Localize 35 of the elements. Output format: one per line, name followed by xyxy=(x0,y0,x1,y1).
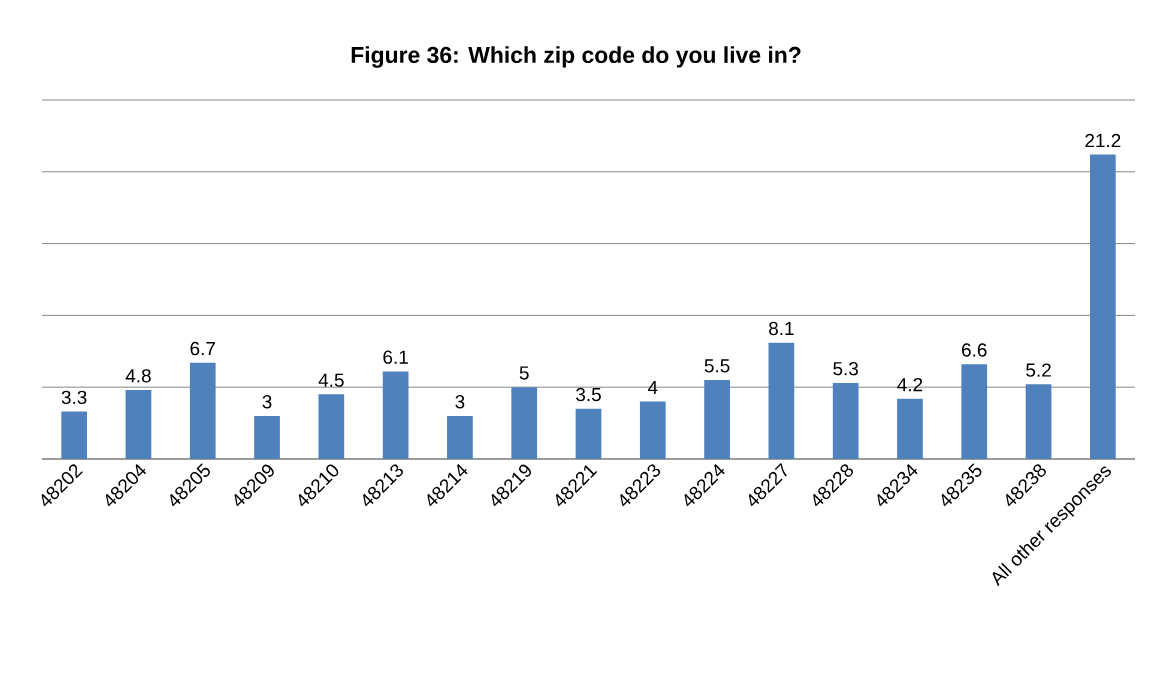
data-label: 5 xyxy=(519,366,529,380)
chart-title: Figure 36: Which zip code do you live in? xyxy=(351,46,801,68)
data-label: 3.3 xyxy=(61,390,87,405)
bar xyxy=(961,364,988,459)
data-label: 3 xyxy=(262,394,272,409)
data-label: 4 xyxy=(647,381,658,395)
bar xyxy=(639,401,666,459)
data-label: 6.7 xyxy=(190,341,215,356)
data-label: 8.1 xyxy=(769,321,794,336)
data-label: 21.2 xyxy=(1085,133,1121,148)
bar xyxy=(768,342,795,459)
bar xyxy=(1089,154,1116,459)
data-label: 5.2 xyxy=(1026,363,1051,377)
bar xyxy=(189,362,216,459)
bar xyxy=(704,380,730,459)
data-label: 5.3 xyxy=(833,361,858,376)
bar xyxy=(575,408,602,459)
bar xyxy=(447,415,473,459)
bar xyxy=(125,390,152,459)
bar xyxy=(897,398,923,459)
bar xyxy=(318,394,345,459)
bar xyxy=(511,387,538,459)
bar xyxy=(832,382,859,459)
data-label: 4.5 xyxy=(318,373,344,387)
bar xyxy=(254,415,280,459)
data-label: 3 xyxy=(455,394,465,409)
data-label: 6.1 xyxy=(383,350,408,364)
bar xyxy=(1025,384,1052,459)
data-label: 5.5 xyxy=(704,359,730,373)
data-label: 4.8 xyxy=(125,369,151,383)
data-label: 3.5 xyxy=(576,387,601,402)
bar xyxy=(61,411,88,459)
data-label: 6.6 xyxy=(962,343,987,357)
data-label: 4.2 xyxy=(897,377,923,392)
bar xyxy=(382,371,409,459)
